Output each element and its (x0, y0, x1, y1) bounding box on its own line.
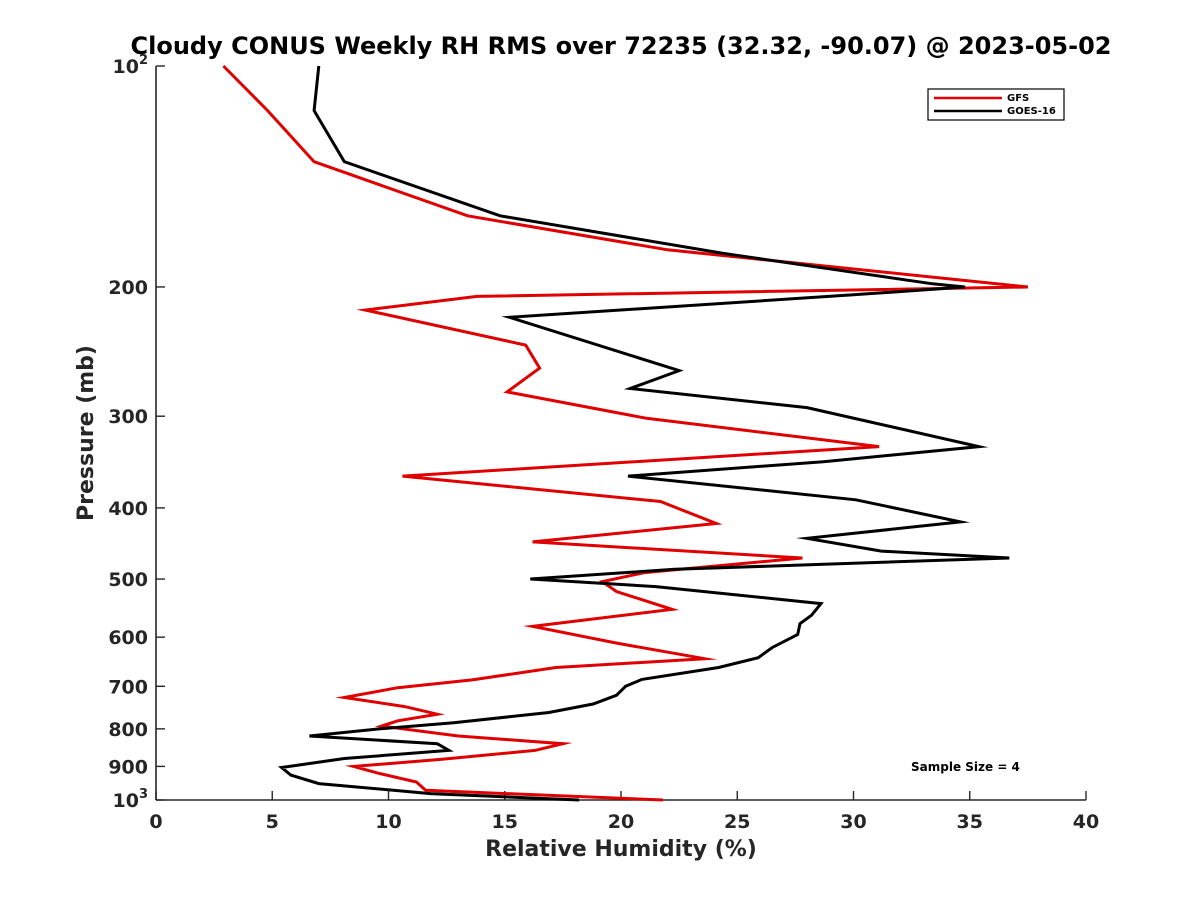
x-tick-label: 15 (492, 811, 518, 833)
y-tick-label: 600 (108, 627, 148, 649)
y-axis-label: Pressure (mb) (74, 345, 99, 521)
y-tick-label: 102 (113, 53, 149, 78)
sample-size-annotation: Sample Size = 4 (911, 760, 1020, 774)
x-tick-label: 30 (840, 811, 866, 833)
y-tick-label: 800 (108, 719, 148, 741)
y-tick-label: 700 (108, 676, 148, 698)
legend-label-goes16: GOES-16 (1007, 106, 1056, 117)
x-ticks: 0 5 10 15 20 25 30 35 40 (149, 791, 1099, 833)
x-axis-label: Relative Humidity (%) (485, 837, 757, 862)
series-layer (222, 64, 1029, 802)
y-tick-label: 500 (108, 569, 148, 591)
x-tick-label: 20 (608, 811, 634, 833)
x-tick-label: 5 (266, 811, 279, 833)
y-tick-label: 400 (108, 498, 148, 520)
x-tick-label: 25 (724, 811, 750, 833)
chart-title: Cloudy CONUS Weekly RH RMS over 72235 (3… (131, 32, 1112, 60)
legend: GFS GOES-16 (927, 88, 1065, 121)
y-tick-label: 300 (108, 406, 148, 428)
x-tick-label: 35 (957, 811, 983, 833)
y-tick-label: 103 (113, 787, 149, 812)
series-line-goes16 (278, 65, 1010, 802)
series-line-gfs (222, 64, 1029, 802)
y-ticks: 102 200 300 400 500 600 700 800 900 103 (108, 53, 165, 812)
y-tick-label: 900 (108, 756, 148, 778)
x-tick-label: 0 (149, 811, 162, 833)
legend-box (927, 88, 1065, 121)
y-tick-label: 200 (108, 277, 148, 299)
x-tick-label: 10 (375, 811, 401, 833)
legend-label-gfs: GFS (1007, 93, 1029, 104)
x-tick-label: 40 (1073, 811, 1099, 833)
